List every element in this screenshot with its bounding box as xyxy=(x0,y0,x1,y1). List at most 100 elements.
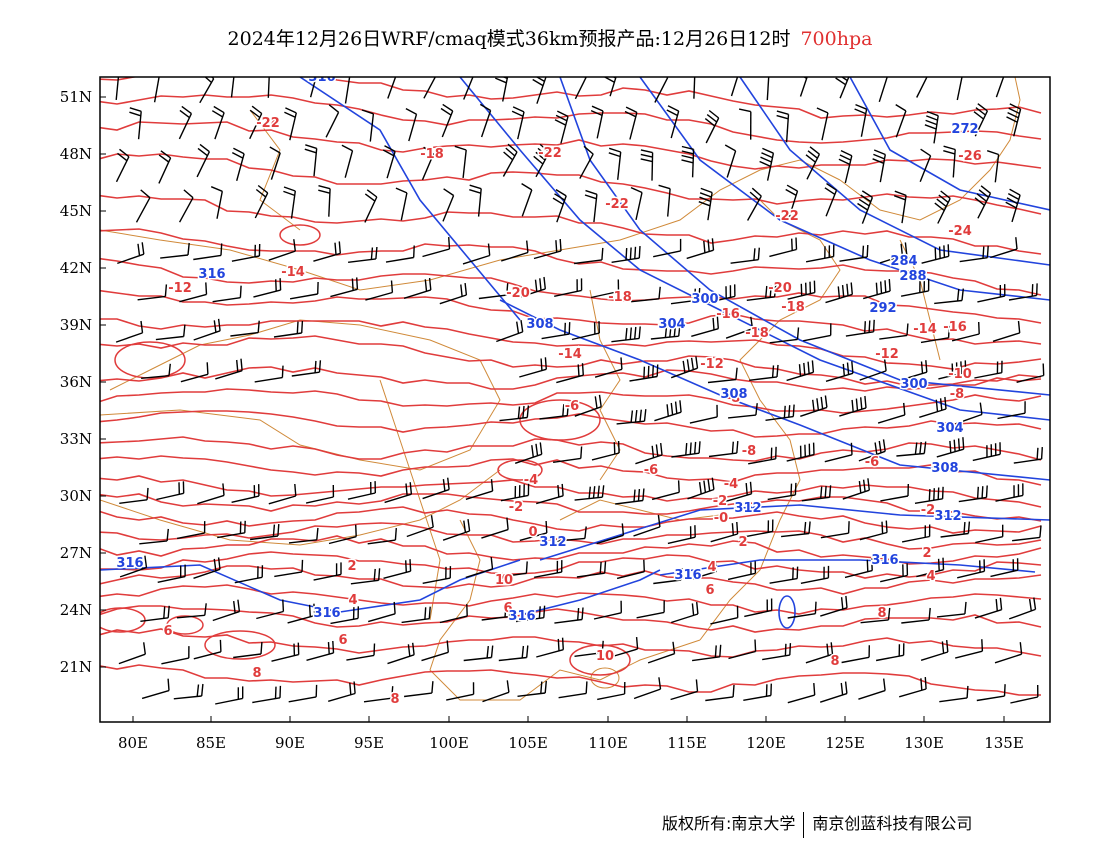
wind-barb xyxy=(176,521,206,540)
lat-tick-label: 51N xyxy=(60,88,92,106)
wind-barb xyxy=(727,561,757,581)
wind-barb xyxy=(139,528,169,545)
temperature-label: -26 xyxy=(958,149,982,164)
temperature-contour xyxy=(100,388,1042,414)
temperature-contour xyxy=(519,399,601,441)
wind-barb xyxy=(593,600,622,620)
wind-barb xyxy=(936,601,967,618)
wind-barb xyxy=(730,247,760,264)
wind-barb xyxy=(590,279,620,299)
wind-barb xyxy=(395,187,408,221)
wind-barb xyxy=(230,77,235,98)
wind-barb xyxy=(421,146,435,181)
wind-barb xyxy=(440,103,454,138)
temperature-label: -8 xyxy=(950,387,964,402)
wind-barb xyxy=(819,681,848,703)
title-main: 2024年12月26日WRF/cmaq模式36km预报产品:12月26日12时 xyxy=(227,28,791,50)
wind-barb xyxy=(574,247,604,265)
lon-tick-label: 105E xyxy=(508,734,548,752)
wind-barb xyxy=(325,104,340,138)
height-label: 312 xyxy=(539,535,566,550)
temperature-label: 4 xyxy=(707,560,716,575)
temperature-label: -22 xyxy=(538,146,562,161)
wind-barb xyxy=(518,276,546,299)
wind-barb xyxy=(776,110,790,143)
height-contour xyxy=(539,504,1050,561)
wind-barb xyxy=(1006,103,1022,137)
temperature-label: -6 xyxy=(644,463,658,478)
temperature-label: -18 xyxy=(608,290,632,305)
wind-barb xyxy=(558,681,588,699)
wind-barb xyxy=(217,520,246,539)
wind-barb xyxy=(1008,597,1037,620)
wind-barb xyxy=(986,150,1000,183)
wind-barb xyxy=(670,288,701,305)
wind-barb xyxy=(313,562,342,581)
wind-barb xyxy=(176,603,207,619)
wind-barb xyxy=(704,109,720,144)
wind-barb xyxy=(347,481,376,500)
wind-barb xyxy=(633,514,661,537)
wind-barb xyxy=(465,479,494,500)
wind-barb xyxy=(959,245,989,263)
height-label: 300 xyxy=(691,292,718,307)
wind-barb xyxy=(382,145,396,179)
height-label: 316 xyxy=(508,609,535,624)
wind-barb xyxy=(405,107,418,142)
wind-barb xyxy=(422,566,452,584)
wind-barb xyxy=(924,110,939,144)
wind-barb xyxy=(368,601,396,623)
wind-barb xyxy=(387,77,397,99)
wind-barb xyxy=(787,683,816,704)
wind-barb xyxy=(636,600,665,619)
plot-frame xyxy=(99,76,1051,723)
wind-barb xyxy=(624,106,638,140)
wind-barb xyxy=(516,605,546,623)
wind-barb xyxy=(825,282,853,304)
temperature-contour xyxy=(100,605,1042,633)
wind-barb xyxy=(1016,363,1045,383)
wind-barb xyxy=(199,77,215,104)
wind-barb xyxy=(787,280,816,300)
chart-title: 2024年12月26日WRF/cmaq模式36km预报产品:12月26日12时 7… xyxy=(0,24,1100,51)
temperature-label: 6 xyxy=(503,601,512,616)
wind-barb xyxy=(800,395,828,417)
copyright-company: 南京创蓝科技有限公司 xyxy=(812,814,973,833)
temperature-contour xyxy=(100,436,1042,462)
wind-barb xyxy=(254,365,284,383)
wind-barb xyxy=(995,77,1005,98)
wind-barb xyxy=(992,320,1021,342)
lon-tick-label: 110E xyxy=(588,734,628,752)
wind-barb xyxy=(616,409,647,425)
wind-barb xyxy=(252,685,282,704)
wind-barbs xyxy=(115,77,1045,705)
wind-barb xyxy=(838,149,853,184)
wind-barb xyxy=(744,598,773,618)
wind-barb xyxy=(363,686,394,703)
temperature-label: -12 xyxy=(168,281,192,296)
wind-barb xyxy=(594,357,623,378)
wind-barb xyxy=(383,559,412,579)
wind-barb xyxy=(943,145,956,178)
wind-barb xyxy=(670,602,699,624)
wind-barb xyxy=(536,483,564,505)
plot-area: -14-18 -22-22-22-26-24-12-14-20 -18-20-16-… xyxy=(100,77,1050,709)
wind-barb xyxy=(178,189,194,223)
wind-barb xyxy=(805,642,834,664)
height-contour xyxy=(639,77,1050,301)
wind-barb xyxy=(880,483,909,502)
lat-tick-label: 21N xyxy=(60,658,92,676)
lat-tick-label: 33N xyxy=(60,430,92,448)
height-label: 308 xyxy=(720,387,747,402)
wind-barb xyxy=(291,360,322,377)
wind-barb xyxy=(554,278,583,297)
lon-tick-label: 125E xyxy=(825,734,865,752)
wind-barb xyxy=(211,105,225,140)
wind-barb xyxy=(893,190,907,224)
wind-barb xyxy=(896,441,927,457)
wind-barb xyxy=(803,323,832,342)
wind-barb xyxy=(842,478,870,500)
height-label: 288 xyxy=(899,269,926,284)
lat-tick-label: 39N xyxy=(60,316,92,334)
wind-barb xyxy=(596,523,625,545)
